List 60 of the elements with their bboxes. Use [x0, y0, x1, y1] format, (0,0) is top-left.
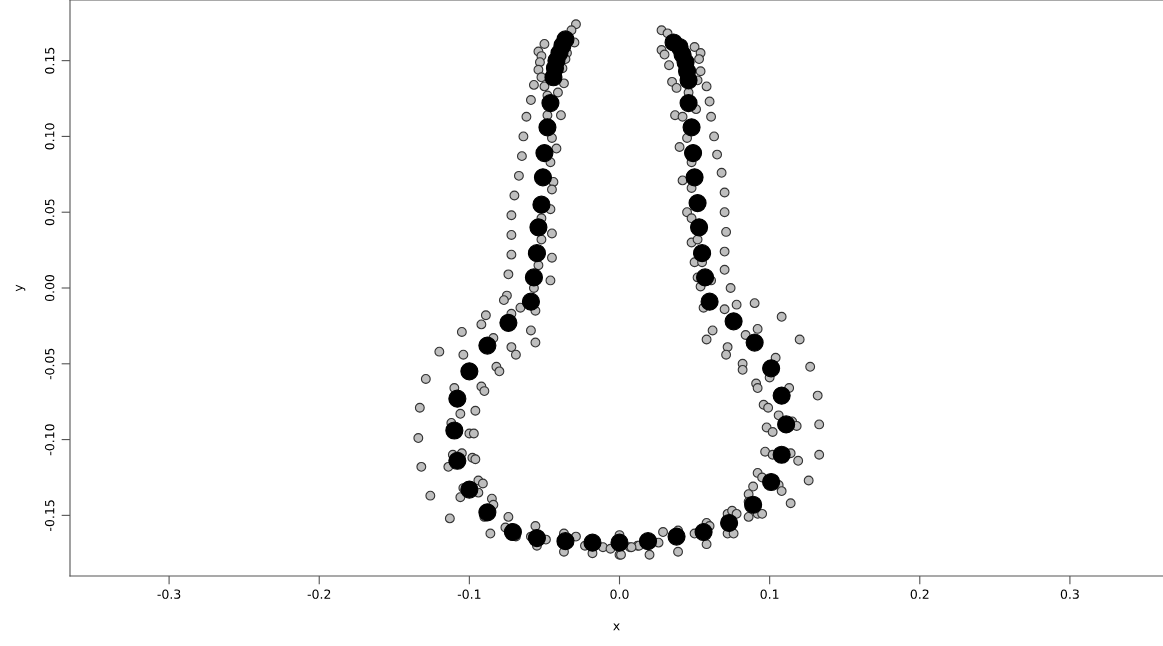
point [583, 533, 602, 552]
x-tick-label: -0.3 [157, 589, 181, 599]
y-tick-label: 0.05 [44, 199, 55, 226]
x-tick-label: 0.2 [910, 589, 929, 599]
point [499, 313, 518, 332]
point [696, 268, 715, 287]
point [685, 168, 704, 187]
point [724, 312, 743, 331]
point [667, 527, 686, 546]
point [777, 415, 796, 434]
point [688, 194, 707, 213]
point [693, 244, 712, 263]
point [448, 389, 467, 408]
point [521, 292, 540, 311]
point [524, 268, 543, 287]
point [527, 529, 546, 548]
point [556, 532, 575, 551]
point [460, 480, 479, 499]
point [478, 336, 497, 355]
point [533, 168, 552, 187]
point [445, 421, 464, 440]
point [638, 532, 658, 551]
y-tick-label: -0.10 [44, 424, 55, 456]
point [529, 218, 548, 237]
y-tick-label: 0.15 [44, 47, 55, 74]
x-tick-label: 0.1 [760, 589, 779, 599]
point [448, 451, 467, 470]
point [772, 386, 791, 405]
point [532, 195, 551, 214]
point [503, 522, 522, 542]
x-tick-label: 0.3 [1060, 589, 1079, 599]
point [772, 445, 791, 464]
x-tick-label: -0.2 [307, 589, 331, 599]
point [610, 533, 629, 552]
point [694, 522, 713, 542]
x-tick-label: 0.0 [610, 589, 629, 599]
point [527, 244, 546, 263]
point [478, 503, 497, 522]
point [535, 144, 554, 163]
x-axis-title: x [613, 623, 620, 631]
point [679, 94, 698, 113]
y-tick-label: 0.00 [44, 274, 55, 302]
point [720, 513, 739, 533]
point [700, 292, 719, 311]
y-tick-label: -0.05 [44, 348, 55, 380]
point [762, 359, 781, 378]
point [745, 333, 764, 352]
point [541, 94, 560, 113]
point [538, 118, 557, 137]
point [682, 118, 701, 137]
point [744, 495, 763, 514]
y-axis-title: y [15, 284, 26, 292]
point [684, 144, 703, 163]
point [664, 33, 683, 52]
point [460, 362, 479, 381]
point [690, 218, 709, 237]
x-tick-label: -0.1 [457, 589, 481, 599]
y-tick-label: -0.15 [44, 500, 55, 531]
y-tick-label: 0.10 [44, 123, 55, 150]
point [762, 472, 781, 492]
